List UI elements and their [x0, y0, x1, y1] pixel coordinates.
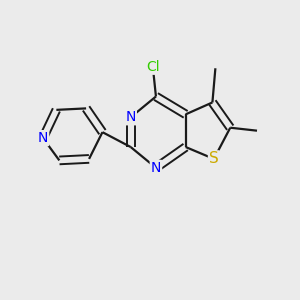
Text: N: N: [151, 161, 161, 175]
Text: S: S: [209, 152, 219, 166]
Text: Cl: Cl: [146, 60, 160, 74]
Text: N: N: [125, 110, 136, 124]
Text: N: N: [38, 131, 48, 145]
